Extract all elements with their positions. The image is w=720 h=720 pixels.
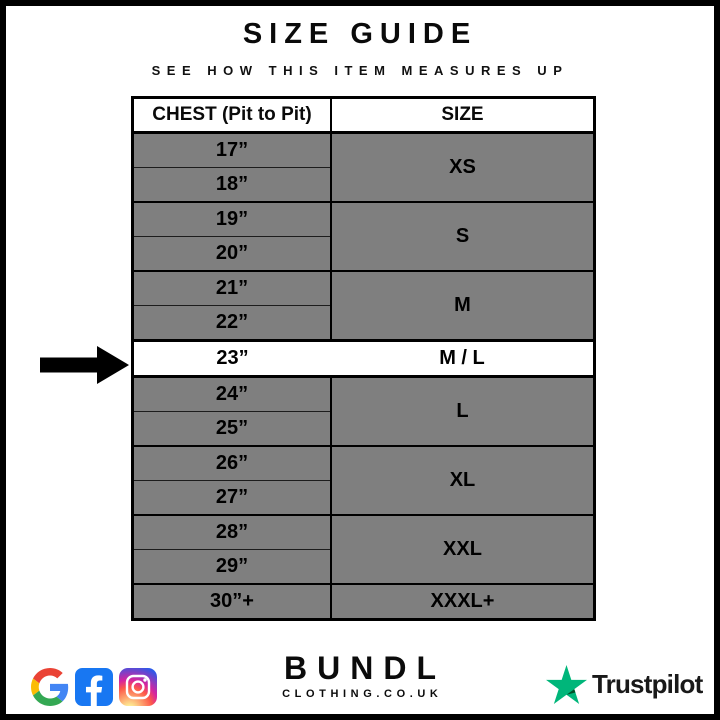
- size-column-header: SIZE: [330, 96, 596, 134]
- trustpilot-wordmark: Trustpilot: [592, 669, 703, 699]
- trustpilot-logo: Trustpilot: [546, 665, 703, 704]
- size-table-head: CHEST (Pit to Pit) SIZE: [131, 96, 596, 134]
- chest-cell: 18”: [131, 167, 332, 202]
- social-icons-row: [31, 668, 157, 706]
- brand-name: BUNDL: [284, 650, 446, 686]
- chest-cell: 28”: [131, 514, 332, 550]
- table-row: 19” S: [131, 201, 596, 271]
- chest-cell: 20”: [131, 236, 332, 271]
- table-row: 28” XXL: [131, 514, 596, 584]
- table-row: 22”: [131, 305, 595, 341]
- size-cell: M: [330, 270, 596, 341]
- table-row: 18”: [131, 167, 595, 202]
- google-icon: [31, 668, 69, 706]
- table-row: 26” XL: [131, 445, 596, 515]
- highlight-arrow-icon: [40, 346, 129, 384]
- table-row: 17” XS: [131, 131, 596, 202]
- brand-domain: CLOTHING.CO.UK: [282, 687, 443, 700]
- chest-cell: 23”: [131, 339, 331, 378]
- table-header-row: CHEST (Pit to Pit) SIZE: [131, 96, 596, 134]
- size-table: CHEST (Pit to Pit) SIZE 17” XS 18” 19” S 20” 2…: [131, 96, 596, 621]
- size-cell: XXL: [330, 514, 596, 584]
- chest-cell: 29”: [131, 549, 332, 584]
- chest-cell: 22”: [131, 305, 332, 341]
- trustpilot-star-icon: [546, 665, 587, 704]
- size-table-body: 17” XS 18” 19” S 20” 21” M 22” 23” M / L 24” L 25” 26”…: [131, 131, 596, 620]
- facebook-icon: [75, 668, 113, 706]
- table-row: 25”: [131, 411, 595, 446]
- table-row: 21” M: [131, 270, 596, 341]
- chest-cell: 17”: [131, 131, 332, 168]
- size-cell: M / L: [330, 339, 596, 378]
- chest-column-header: CHEST (Pit to Pit): [131, 96, 332, 134]
- chest-cell: 19”: [131, 201, 332, 237]
- size-cell: XL: [330, 445, 596, 515]
- table-row: 24” L: [131, 375, 596, 446]
- instagram-icon: [119, 668, 157, 706]
- chest-cell: 30”+: [131, 583, 332, 620]
- size-cell: S: [330, 201, 596, 271]
- table-row: 30”+ XXXL+: [131, 583, 596, 620]
- chest-cell: 27”: [131, 480, 332, 515]
- chest-cell: 25”: [131, 411, 332, 446]
- size-cell: XXXL+: [330, 583, 596, 620]
- highlighted-table-row: 23” M / L: [131, 339, 596, 378]
- chest-cell: 24”: [131, 375, 332, 412]
- table-row: 27”: [131, 480, 595, 515]
- page-subtitle: SEE HOW THIS ITEM MEASURES UP: [151, 63, 569, 78]
- chest-cell: 21”: [131, 270, 332, 306]
- page-title: SIZE GUIDE: [242, 18, 478, 50]
- brand-logo: BUNDL CLOTHING.CO.UK: [6, 651, 714, 699]
- size-cell: XS: [330, 131, 596, 202]
- table-row: 29”: [131, 549, 595, 584]
- chest-cell: 26”: [131, 445, 332, 481]
- table-row: 20”: [131, 236, 595, 271]
- size-cell: L: [330, 375, 596, 446]
